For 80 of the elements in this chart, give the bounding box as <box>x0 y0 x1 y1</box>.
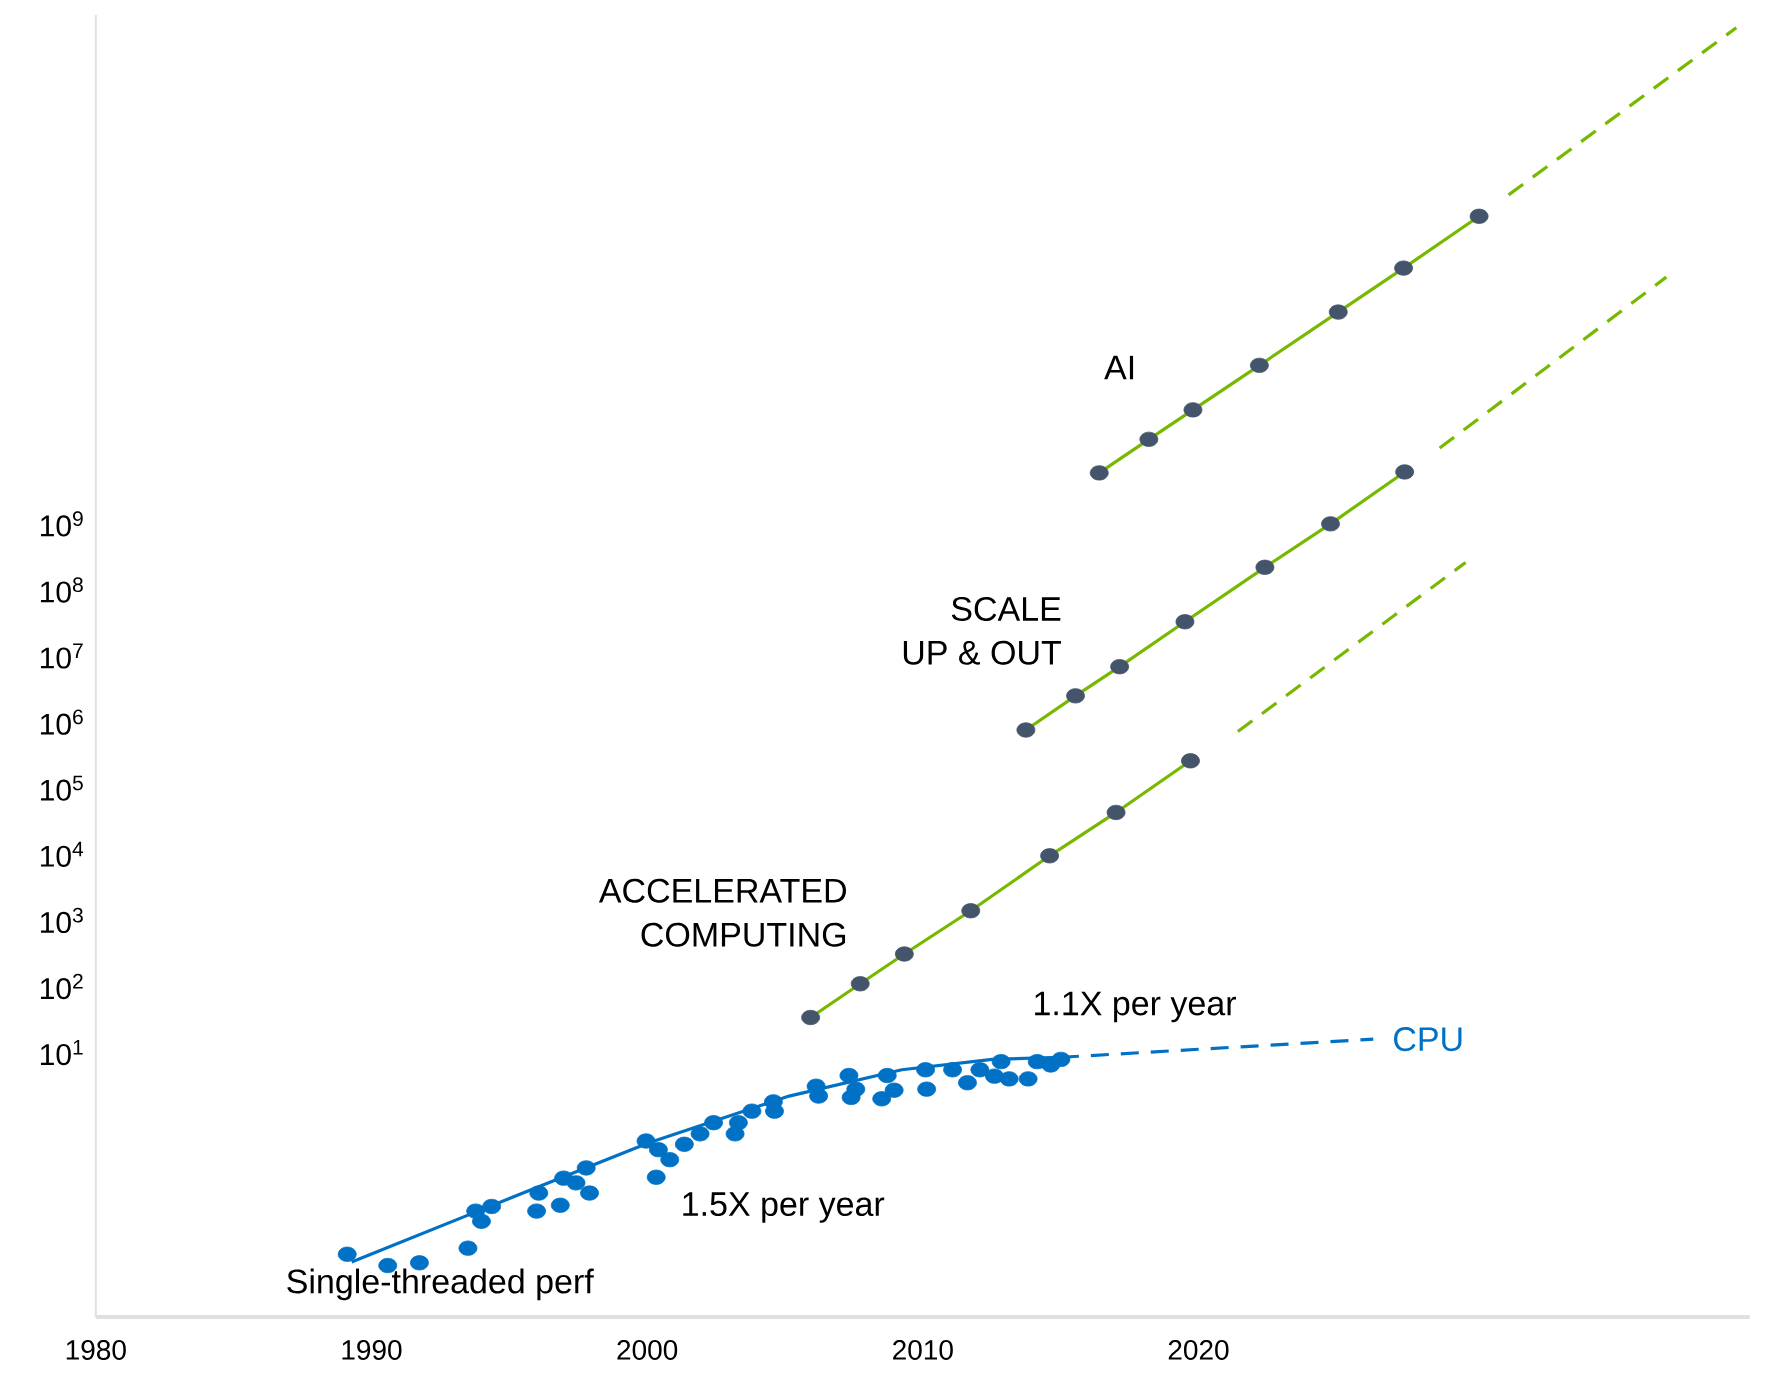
point <box>991 1054 1011 1070</box>
point <box>1394 260 1413 276</box>
point <box>809 1088 829 1104</box>
point <box>917 1081 937 1097</box>
x-tick-label: 2000 <box>617 1340 678 1360</box>
point <box>527 1203 546 1219</box>
point <box>550 1197 570 1213</box>
annotation: UP & OUT <box>903 640 1061 665</box>
y-tick-label: 10$^{1}$ <box>40 1040 83 1066</box>
y-tick-label: 10$^{5}$ <box>40 775 83 801</box>
point <box>742 1103 762 1119</box>
point <box>472 1213 491 1229</box>
point <box>1183 402 1203 418</box>
point <box>566 1175 586 1191</box>
point <box>958 1075 977 1091</box>
point <box>1016 722 1036 738</box>
point <box>916 1062 935 1078</box>
point <box>985 1068 1004 1084</box>
point <box>704 1115 723 1131</box>
y-tick-label: 10$^{6}$ <box>40 709 83 735</box>
point <box>690 1126 710 1142</box>
point <box>846 1081 866 1097</box>
point <box>1328 304 1348 320</box>
point <box>1469 208 1489 224</box>
annotation: Single-threaded perf <box>287 1268 594 1301</box>
point <box>660 1152 680 1168</box>
point <box>1106 804 1126 821</box>
x-tick-label: 1980 <box>66 1340 126 1360</box>
y-tick-label: 10$^{9}$ <box>40 511 83 537</box>
point <box>529 1185 549 1201</box>
point <box>636 1133 656 1149</box>
point <box>999 1071 1019 1087</box>
x-tick-label: 1990 <box>342 1340 402 1360</box>
point <box>728 1115 748 1131</box>
point <box>877 1067 897 1084</box>
point <box>1395 464 1415 480</box>
y-tick-label: 10$^{3}$ <box>40 907 83 934</box>
point <box>1110 659 1130 675</box>
point <box>646 1169 666 1185</box>
point <box>765 1103 784 1119</box>
point <box>1255 559 1275 575</box>
point <box>894 946 914 962</box>
point <box>1181 753 1200 769</box>
point <box>580 1185 599 1201</box>
point <box>943 1062 962 1078</box>
point <box>1040 848 1060 864</box>
point <box>1066 688 1085 704</box>
annotation: SCALE <box>951 596 1061 622</box>
point <box>961 903 981 919</box>
point <box>482 1198 502 1215</box>
x-tick-label: 2010 <box>893 1340 953 1360</box>
point <box>1175 614 1195 630</box>
series-label: CPU <box>1394 1027 1462 1052</box>
annotation: COMPUTING <box>641 922 846 947</box>
y-tick-label: 10$^{8}$ <box>40 577 83 603</box>
point <box>674 1136 694 1152</box>
point <box>458 1240 478 1256</box>
point <box>850 976 870 992</box>
point <box>1139 431 1159 447</box>
annotation: AI <box>1104 355 1134 380</box>
x-tick-label: 2020 <box>1168 1340 1229 1360</box>
point <box>970 1062 990 1078</box>
point <box>1089 465 1109 481</box>
y-tick-label: 10$^{2}$ <box>40 973 83 1000</box>
point <box>1249 357 1269 373</box>
point <box>872 1091 892 1107</box>
point <box>1321 516 1340 532</box>
point <box>649 1142 668 1158</box>
point <box>884 1082 904 1098</box>
point <box>576 1160 596 1176</box>
point <box>801 1009 821 1026</box>
point <box>337 1246 357 1262</box>
y-tick-label: 10$^{4}$ <box>40 841 84 867</box>
annotation: 1.1X per year <box>1035 991 1236 1023</box>
y-tick-label: 10$^{7}$ <box>40 643 83 669</box>
point <box>839 1067 859 1084</box>
point <box>1051 1051 1071 1067</box>
annotation: ACCELERATED <box>598 878 846 903</box>
point <box>1018 1071 1038 1087</box>
annotation: 1.5X per year <box>683 1192 885 1223</box>
